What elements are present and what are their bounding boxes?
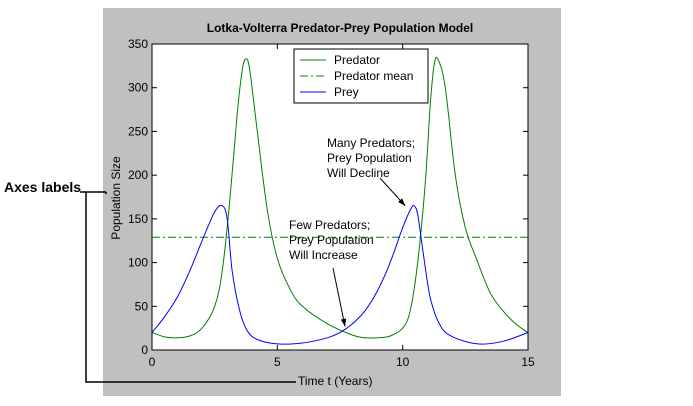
annotation-arrow bbox=[332, 267, 346, 327]
legend-entry-label: Prey bbox=[334, 85, 359, 99]
y-tick-label: 50 bbox=[135, 299, 149, 313]
annotation-text: Will Increase bbox=[289, 248, 358, 262]
chart-title: Lotka-Volterra Predator-Prey Population … bbox=[207, 21, 473, 35]
axes-labels-callout: Axes labels bbox=[4, 179, 82, 195]
x-tick-label: 5 bbox=[274, 355, 281, 369]
legend: Predator Predator mean Prey bbox=[293, 48, 429, 104]
annotation-text: Few Predators; bbox=[289, 218, 370, 232]
annotation-text: Many Predators; bbox=[327, 136, 415, 150]
annotation-text: Prey Population bbox=[327, 151, 412, 165]
x-tick-label: 15 bbox=[521, 355, 535, 369]
x-tick-label: 0 bbox=[149, 355, 156, 369]
predator-line bbox=[151, 56, 529, 339]
y-tick-label: 300 bbox=[128, 81, 148, 95]
x-tick-label: 10 bbox=[396, 355, 410, 369]
x-axis-ticks: 0 5 10 15 bbox=[149, 44, 535, 369]
annotation-arrowhead bbox=[340, 318, 347, 327]
y-axis-ticks: 0 50 100 150 200 250 300 350 bbox=[128, 37, 528, 357]
y-axis-label: Population Size bbox=[109, 156, 123, 240]
annotation-text: Will Decline bbox=[327, 166, 390, 180]
y-tick-label: 150 bbox=[128, 212, 148, 226]
series-lines bbox=[151, 56, 529, 345]
y-tick-label: 350 bbox=[128, 37, 148, 51]
axes-labels-callout-lines bbox=[80, 191, 296, 383]
y-tick-label: 0 bbox=[141, 343, 148, 357]
y-tick-label: 200 bbox=[128, 168, 148, 182]
legend-entry-label: Predator bbox=[334, 53, 380, 67]
annotation-arrowhead bbox=[398, 198, 406, 206]
annotation-text: Prey Population bbox=[289, 233, 374, 247]
x-axis-label: Time t (Years) bbox=[298, 374, 372, 388]
prey-line bbox=[151, 204, 529, 345]
y-tick-label: 100 bbox=[128, 256, 148, 270]
legend-entry-label: Predator mean bbox=[334, 69, 413, 83]
y-tick-label: 250 bbox=[128, 124, 148, 138]
